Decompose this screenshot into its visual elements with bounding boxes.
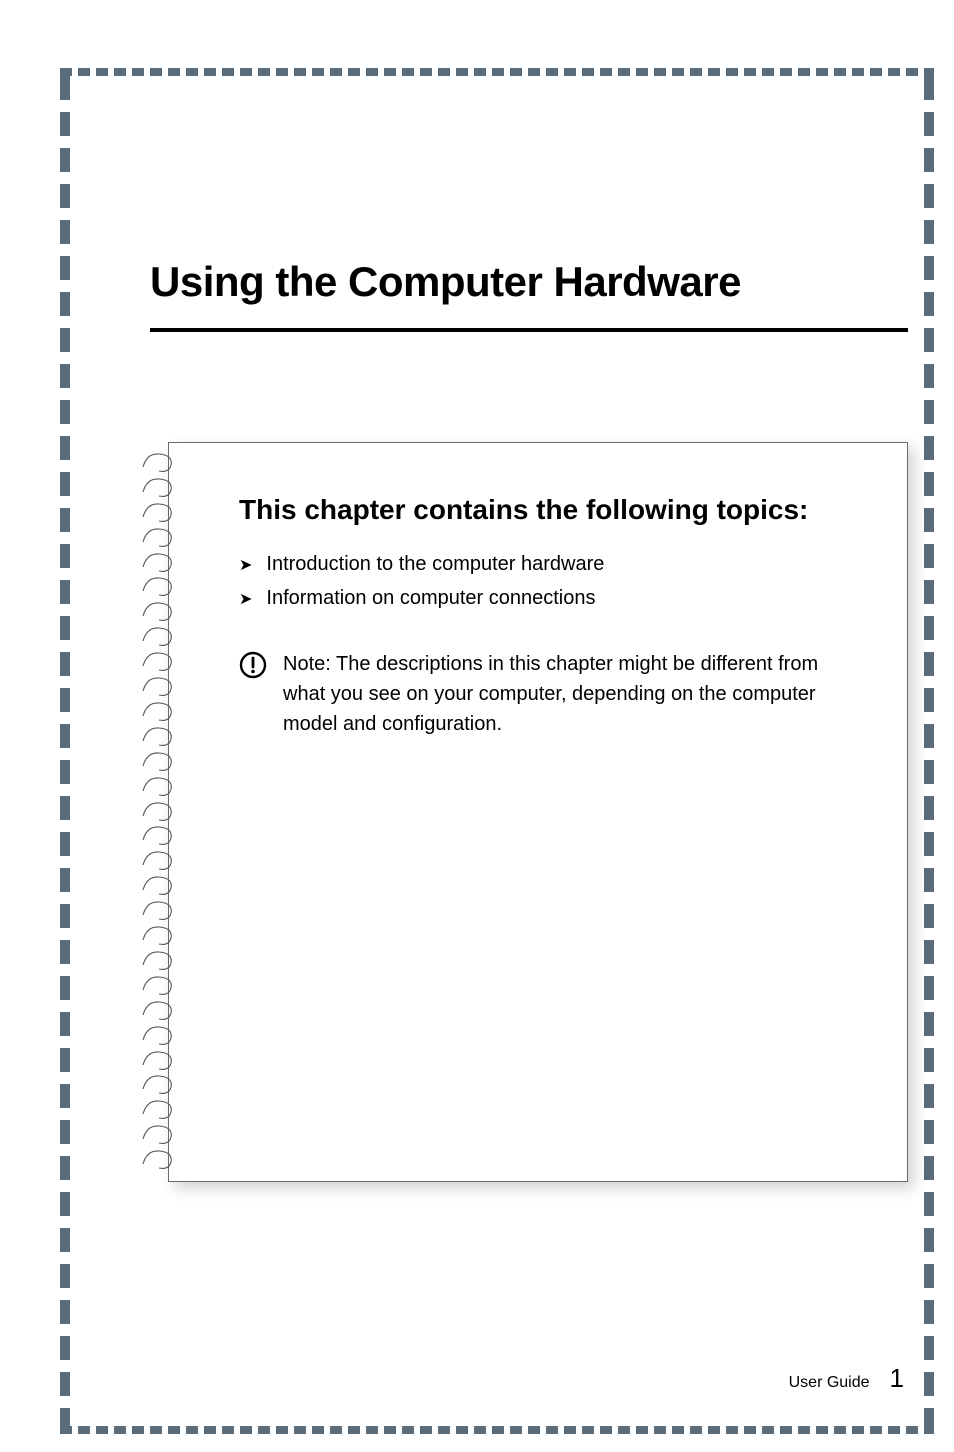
note-body: The descriptions in this chapter might b… <box>283 653 818 735</box>
page-inner: Using the Computer Hardware This chapter… <box>78 88 916 1412</box>
section-heading: This chapter contains the following topi… <box>239 491 863 529</box>
note-text: Note: The descriptions in this chapter m… <box>283 649 863 739</box>
footer-label: User Guide <box>789 1374 870 1392</box>
note-alert-icon <box>239 651 267 684</box>
page-border-right <box>924 76 934 1426</box>
page-number: 1 <box>890 1363 904 1394</box>
page-border-bottom <box>60 1426 934 1434</box>
list-item-text: Introduction to the computer hardware <box>266 547 604 581</box>
page-footer: User Guide 1 <box>789 1363 904 1394</box>
topic-list: ➤ Introduction to the computer hardware … <box>239 547 863 615</box>
page-border-top <box>60 68 934 76</box>
note-block: Note: The descriptions in this chapter m… <box>239 649 863 739</box>
content-box: This chapter contains the following topi… <box>168 442 908 1182</box>
list-item-text: Information on computer connections <box>266 581 595 615</box>
list-item: ➤ Information on computer connections <box>239 581 863 615</box>
bullet-arrow-icon: ➤ <box>239 552 252 579</box>
page-border-left <box>60 76 70 1426</box>
chapter-title: Using the Computer Hardware <box>150 258 916 306</box>
title-rule <box>150 328 908 332</box>
list-item: ➤ Introduction to the computer hardware <box>239 547 863 581</box>
note-label: Note: <box>283 653 331 675</box>
bullet-arrow-icon: ➤ <box>239 586 252 613</box>
spiral-binding <box>141 451 177 1173</box>
